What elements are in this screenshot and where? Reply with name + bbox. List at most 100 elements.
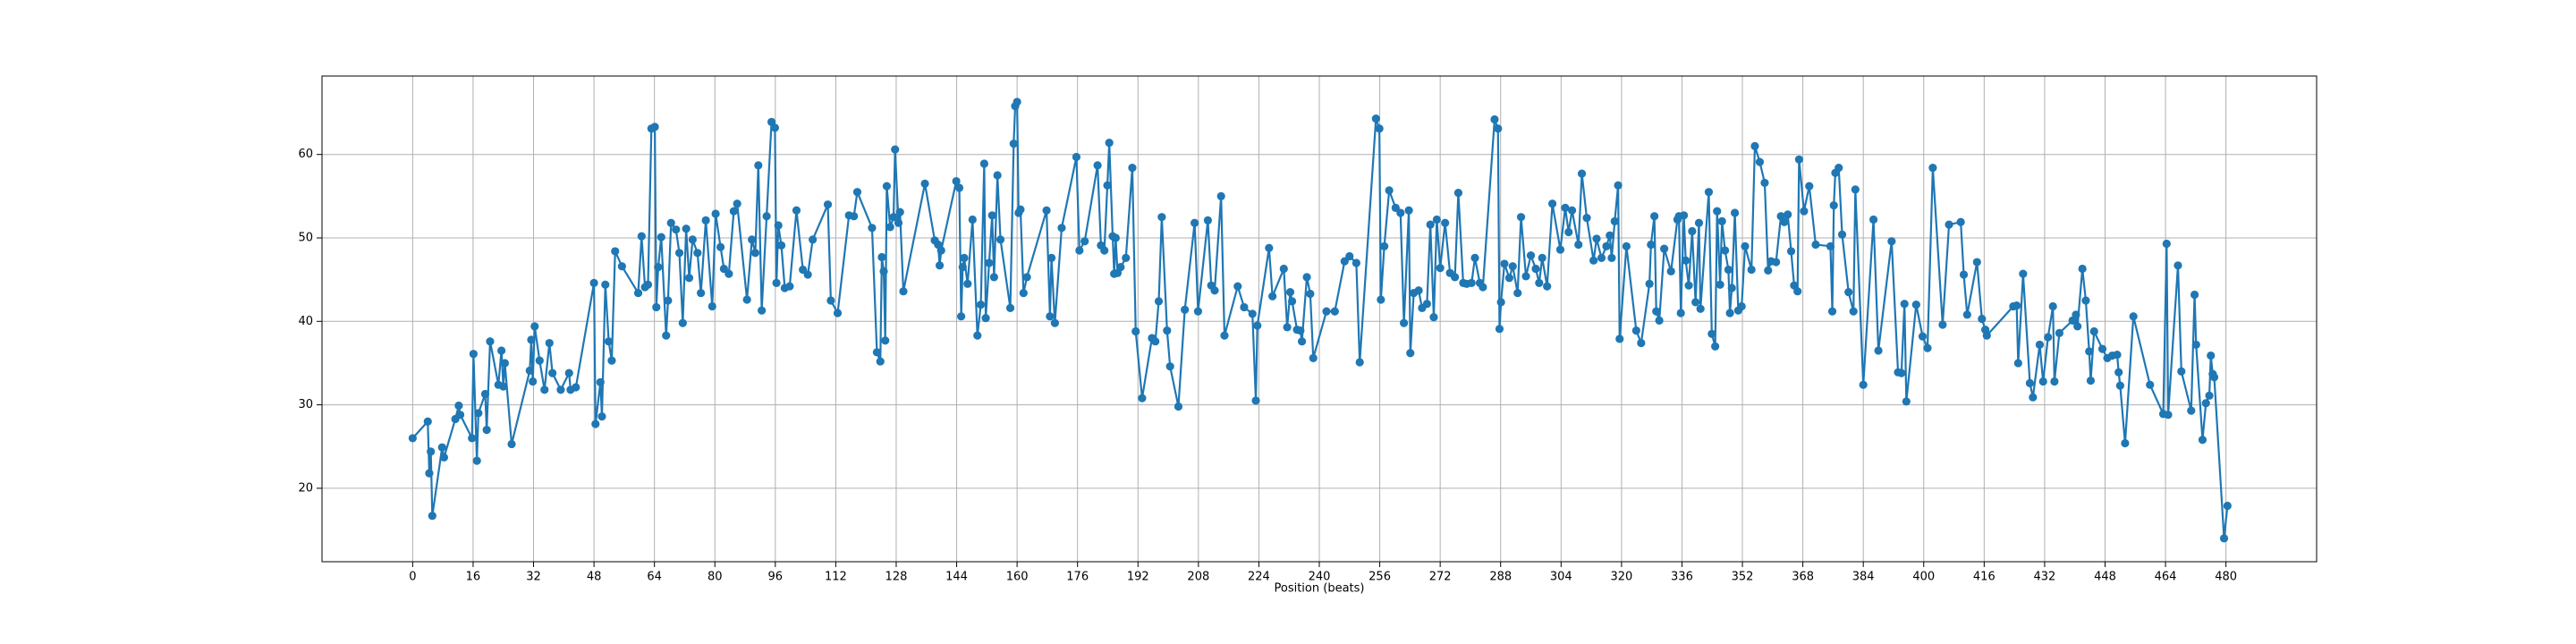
x-tick-label: 192 (1127, 571, 1149, 584)
data-point (1780, 217, 1789, 226)
data-point (1597, 253, 1606, 262)
data-point (729, 207, 738, 216)
x-tick-label: 160 (1006, 571, 1029, 584)
data-point (428, 512, 436, 521)
data-point (507, 439, 516, 449)
data-point (1285, 288, 1295, 297)
data-point (881, 336, 890, 345)
data-point (981, 313, 990, 323)
data-point (1103, 181, 1112, 190)
data-point (2078, 264, 2087, 274)
x-tick-label: 208 (1187, 571, 1209, 584)
data-point (973, 331, 982, 340)
data-point (1203, 216, 1213, 225)
data-point (1631, 326, 1640, 335)
data-point (868, 224, 877, 233)
x-tick-label: 32 (526, 571, 541, 584)
data-point (716, 242, 725, 251)
data-point (1111, 233, 1120, 242)
data-point (772, 278, 781, 287)
data-point (2035, 340, 2045, 350)
data-point (1513, 288, 1522, 298)
data-point (1902, 397, 1911, 406)
data-point (454, 401, 463, 411)
data-point (1490, 114, 1499, 124)
data-point (1248, 309, 1257, 318)
data-point (1467, 278, 1476, 287)
data-point (1009, 139, 1018, 148)
data-point (1013, 97, 1021, 106)
data-point (572, 383, 580, 392)
data-point (750, 249, 760, 258)
data-point (1704, 188, 1714, 197)
data-point (1128, 164, 1137, 173)
data-point (1268, 292, 1277, 301)
data-point (1531, 264, 1540, 274)
data-point (1577, 169, 1587, 178)
data-point (1251, 396, 1260, 405)
data-point (1582, 214, 1591, 223)
data-point (1253, 321, 1262, 330)
data-point (1309, 353, 1318, 362)
data-point (1874, 346, 1883, 355)
data-point (1375, 124, 1384, 133)
data-point (1400, 318, 1409, 327)
data-point (2205, 391, 2214, 400)
data-point (1233, 282, 1242, 291)
data-point (2113, 351, 2122, 360)
data-point (1730, 208, 1740, 217)
data-point (657, 233, 665, 242)
data-point (497, 346, 506, 355)
data-point (1005, 303, 1015, 312)
data-point (1972, 258, 1981, 267)
data-point (1072, 152, 1081, 162)
x-tick-label: 480 (2215, 571, 2237, 584)
data-point (1805, 182, 1814, 191)
data-point (1716, 280, 1724, 289)
data-point (1747, 265, 1756, 275)
data-point (1711, 342, 1720, 351)
data-point (1157, 213, 1166, 222)
data-point (1844, 288, 1853, 297)
data-point (474, 409, 483, 418)
data-point (654, 263, 663, 272)
data-point (1694, 218, 1704, 227)
data-point (2223, 501, 2232, 511)
data-point (2048, 301, 2057, 311)
data-point (1100, 246, 1109, 255)
data-point (530, 322, 539, 331)
data-line (411, 100, 2229, 539)
data-point (1645, 279, 1654, 288)
data-point (1589, 256, 1598, 265)
data-point (733, 199, 741, 208)
data-point (1682, 256, 1690, 265)
x-tick-label: 48 (587, 571, 602, 584)
data-point (684, 274, 694, 283)
data-point (762, 212, 771, 221)
data-point (872, 348, 882, 357)
data-point (876, 357, 885, 366)
data-point (589, 278, 598, 287)
data-point (987, 211, 996, 220)
data-point (2174, 261, 2182, 270)
data-point (1426, 220, 1435, 229)
data-point (1279, 264, 1288, 274)
data-point (1725, 309, 1734, 318)
x-tick-label: 432 (2033, 571, 2055, 584)
data-point (2191, 340, 2200, 350)
data-point (1887, 237, 1896, 246)
data-point (2019, 269, 2028, 278)
data-point (529, 377, 538, 386)
data-point (1050, 318, 1059, 327)
data-point (708, 301, 716, 311)
data-point (1849, 307, 1858, 316)
data-point (2029, 393, 2038, 402)
data-point (1154, 297, 1164, 306)
data-point (2115, 381, 2124, 390)
data-point (678, 318, 687, 327)
data-point (1352, 258, 1360, 267)
data-point (809, 235, 818, 244)
data-point (2198, 436, 2207, 445)
y-tick-label: 60 (298, 148, 313, 161)
